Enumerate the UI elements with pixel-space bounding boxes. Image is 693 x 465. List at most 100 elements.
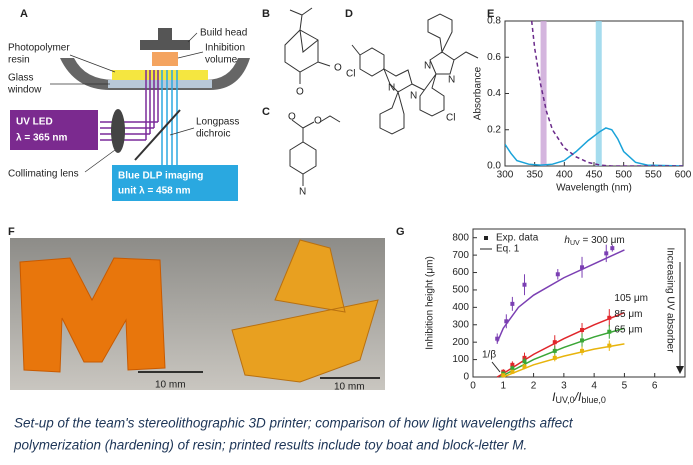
panel-f: F 10 mm 10 mm: [8, 226, 385, 393]
fit-line: [496, 311, 625, 378]
plot-frame: [472, 228, 686, 378]
series-label-part: = 300 μm: [580, 235, 625, 246]
x-tick-label: 500: [615, 170, 632, 181]
dlp-label: unit λ = 458 nm: [118, 186, 191, 197]
atom: N: [410, 91, 417, 102]
band: [540, 21, 547, 166]
x-tick-label: 5: [622, 381, 628, 392]
atom: O: [334, 63, 342, 74]
label: Glass: [8, 73, 34, 84]
lens: [111, 109, 125, 153]
panel-label: C: [262, 106, 270, 118]
series-label: 85 μm: [614, 309, 642, 320]
x-tick-label: 350: [526, 170, 543, 181]
dichroic: [134, 109, 181, 161]
x-axis-label: Wavelength (nm): [556, 183, 632, 194]
panel-label: F: [8, 226, 15, 238]
data-point: [604, 251, 609, 256]
y-tick-label: 0.8: [487, 16, 501, 27]
label: Photopolymer: [8, 43, 70, 54]
data-point: [607, 343, 612, 348]
x-tick-label: 0: [470, 381, 476, 392]
fit-line: [503, 343, 625, 378]
beta-arrow: [491, 361, 501, 373]
x-axis-label-part: I: [552, 390, 556, 404]
y-tick-label: 0.0: [487, 161, 501, 172]
label: Collimating lens: [8, 169, 79, 180]
x-axis-label: IUV,0/Iblue,0: [552, 390, 606, 405]
glass: [108, 80, 212, 88]
series-label: hUV = 300 μm: [564, 235, 624, 247]
atom: N: [424, 61, 431, 72]
x-axis-label-part: blue,0: [581, 395, 606, 405]
leaders: [50, 32, 204, 173]
y-tick-label: 100: [452, 354, 469, 365]
atom: N: [448, 75, 455, 86]
data-point: [607, 329, 612, 334]
y-tick-label: 0.2: [487, 124, 501, 135]
uv-led-wavelength: λ = 365 nm: [16, 133, 68, 144]
x-tick-label: 6: [652, 381, 658, 392]
x-tick-label: 300: [497, 170, 514, 181]
data-point: [495, 336, 500, 341]
x-tick-label: 600: [675, 170, 692, 181]
panel-label: B: [262, 8, 270, 20]
uv-led: [10, 110, 98, 150]
data-point: [555, 272, 560, 277]
y-axis-label: Absorbance: [473, 66, 484, 120]
data-point: [552, 348, 557, 353]
y-tick-label: 200: [452, 337, 469, 348]
atom: Cl: [446, 113, 455, 124]
label: window: [7, 85, 42, 96]
panel-a: A UV LED λ = 365 nm Blue DLP imaging uni…: [7, 8, 250, 201]
series-label-part: UV: [570, 240, 580, 247]
arrow-label: Increasing UV absorber: [664, 247, 675, 353]
series-label: 105 μm: [614, 293, 648, 304]
data-point: [510, 369, 515, 374]
scale-label: 10 mm: [155, 380, 186, 391]
data-point: [607, 315, 612, 320]
series-line: [505, 127, 683, 166]
y-tick-label: 0.4: [487, 88, 501, 99]
beta-label: 1/β: [482, 350, 496, 361]
part: [152, 52, 178, 66]
structure: [351, 13, 479, 135]
panel-label: E: [487, 8, 494, 20]
data-point: [580, 348, 585, 353]
panel-label: D: [345, 8, 353, 20]
data-point: [510, 366, 515, 371]
label: Inhibition: [205, 43, 245, 54]
label: Build head: [200, 28, 247, 39]
label: Longpass: [196, 117, 239, 128]
y-tick-label: 500: [452, 285, 469, 296]
uv-beams: [100, 70, 159, 141]
data-point: [510, 301, 515, 306]
data-point: [504, 319, 509, 324]
series-label: 65 μm: [614, 325, 642, 336]
label: volume: [205, 55, 238, 66]
data-point: [522, 359, 527, 364]
build-head-rod: [158, 28, 172, 40]
data-point: [580, 338, 585, 343]
atom: O: [314, 116, 322, 127]
panel-b: B O O: [262, 7, 342, 98]
data-point: [522, 282, 527, 287]
band: [595, 21, 602, 166]
y-tick-label: 800: [452, 232, 469, 243]
y-tick-label: 0.6: [487, 52, 501, 63]
x-tick-label: 3: [561, 381, 567, 392]
resin: [112, 70, 208, 80]
fit-line: [499, 327, 625, 378]
x-tick-label: 450: [586, 170, 603, 181]
dlp-unit: [112, 165, 238, 201]
caption: Set-up of the team's stereolithographic …: [14, 416, 574, 431]
x-tick-label: 400: [556, 170, 573, 181]
label: resin: [8, 55, 30, 66]
data-point: [522, 364, 527, 369]
x-tick-label: 1: [501, 381, 507, 392]
x-tick-label: 2: [531, 381, 537, 392]
y-tick-label: 0: [463, 372, 469, 383]
series-label-part: h: [564, 235, 570, 246]
data-point: [552, 340, 557, 345]
